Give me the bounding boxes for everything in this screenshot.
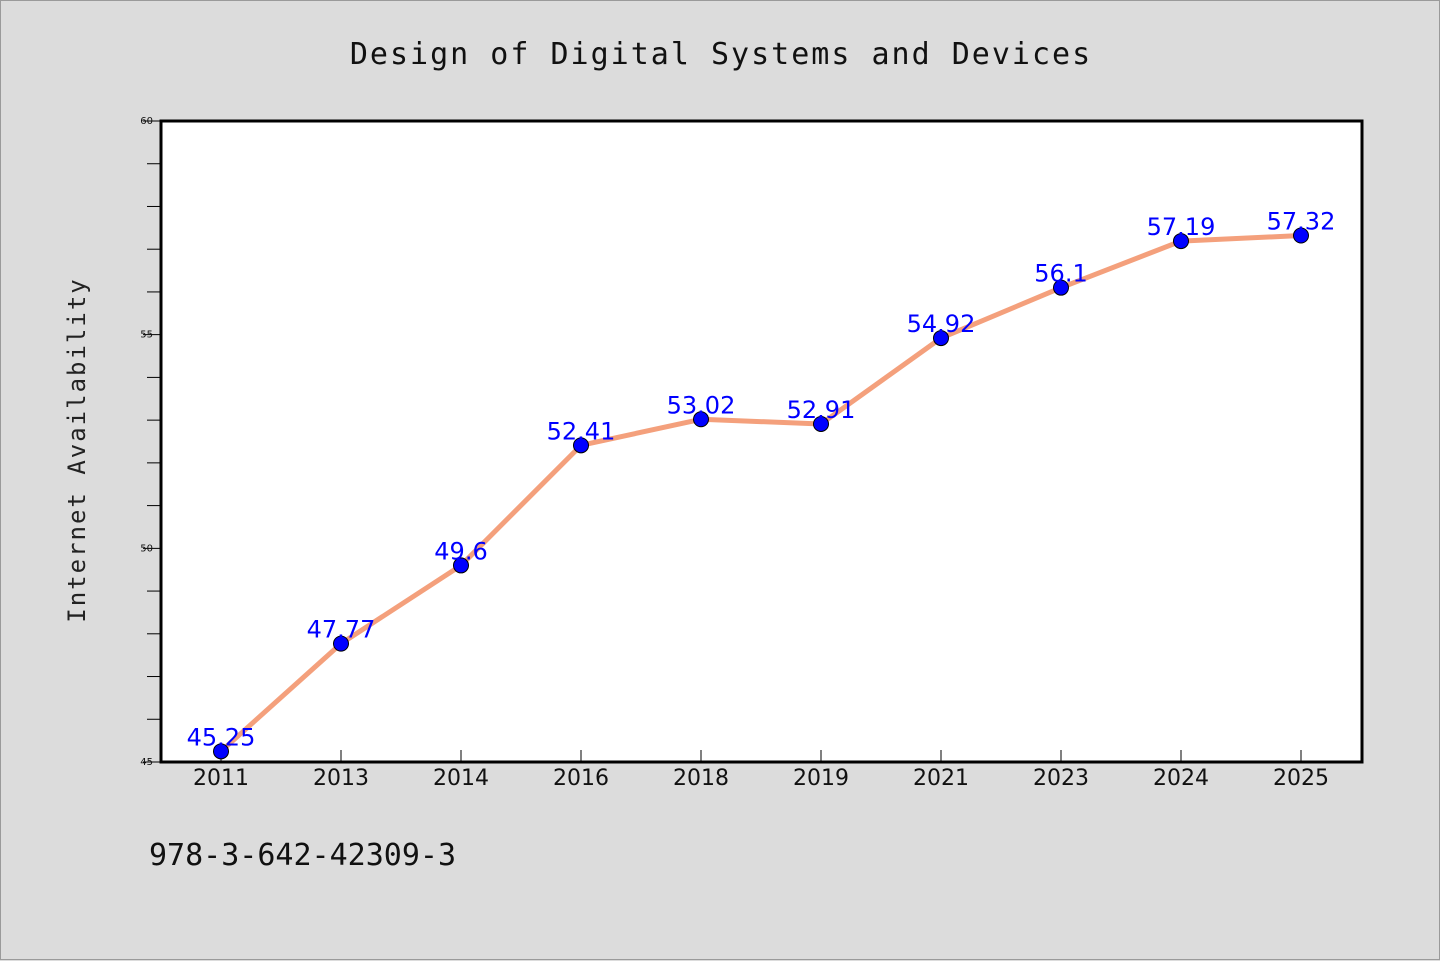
x-tick-label: 2025 — [1273, 766, 1329, 791]
y-axis-label: Internet Availability — [63, 277, 91, 622]
data-label: 49.6 — [434, 537, 487, 565]
data-labels: 45.25 47.77 49.6 52.41 53.02 52.91 54.92 56.1 57… — [187, 208, 1336, 752]
data-point — [1053, 279, 1069, 296]
y-tick-label: 60 — [140, 116, 153, 127]
x-tick-label: 2021 — [913, 766, 969, 791]
data-label: 47.77 — [307, 616, 376, 644]
data-point — [213, 743, 229, 760]
x-tick-label: 2023 — [1033, 766, 1089, 791]
data-point — [933, 330, 949, 347]
data-label: 56.1 — [1034, 260, 1087, 288]
plot-border — [159, 119, 1364, 764]
x-tick-label: 2018 — [673, 766, 729, 791]
plot-area — [161, 121, 1362, 762]
data-label: 52.41 — [547, 417, 616, 445]
data-points — [213, 227, 1309, 760]
x-tick-label: 2011 — [193, 766, 249, 791]
x-axis-ticks: 2011 2013 2014 2016 2018 2019 2021 2023 2024 2025 — [193, 750, 1329, 791]
data-point — [813, 415, 829, 432]
x-tick-label: 2024 — [1153, 766, 1209, 791]
x-tick-label: 2014 — [433, 766, 489, 791]
y-tick-label: 55 — [140, 330, 153, 341]
y-axis-ticks: 45 50 55 60 — [140, 116, 161, 768]
data-point — [333, 635, 349, 652]
data-label: 57.32 — [1267, 208, 1336, 236]
series-line — [218, 233, 1304, 754]
y-tick-label: 45 — [140, 757, 153, 768]
data-point — [453, 557, 469, 574]
data-point — [1293, 227, 1309, 244]
data-point — [693, 411, 709, 428]
data-label: 45.25 — [187, 723, 256, 751]
y-tick-label: 50 — [140, 543, 153, 554]
data-label: 54.92 — [907, 310, 976, 338]
data-label: 57.19 — [1147, 213, 1216, 241]
data-label: 53.02 — [667, 391, 736, 419]
isbn-footer: 978-3-642-42309-3 — [149, 838, 456, 873]
x-tick-label: 2016 — [553, 766, 609, 791]
chart-title: Design of Digital Systems and Devices — [350, 37, 1092, 72]
data-point — [1173, 233, 1189, 250]
x-tick-label: 2019 — [793, 766, 849, 791]
data-label: 52.91 — [787, 396, 856, 424]
data-point — [573, 437, 589, 454]
x-tick-label: 2013 — [313, 766, 369, 791]
